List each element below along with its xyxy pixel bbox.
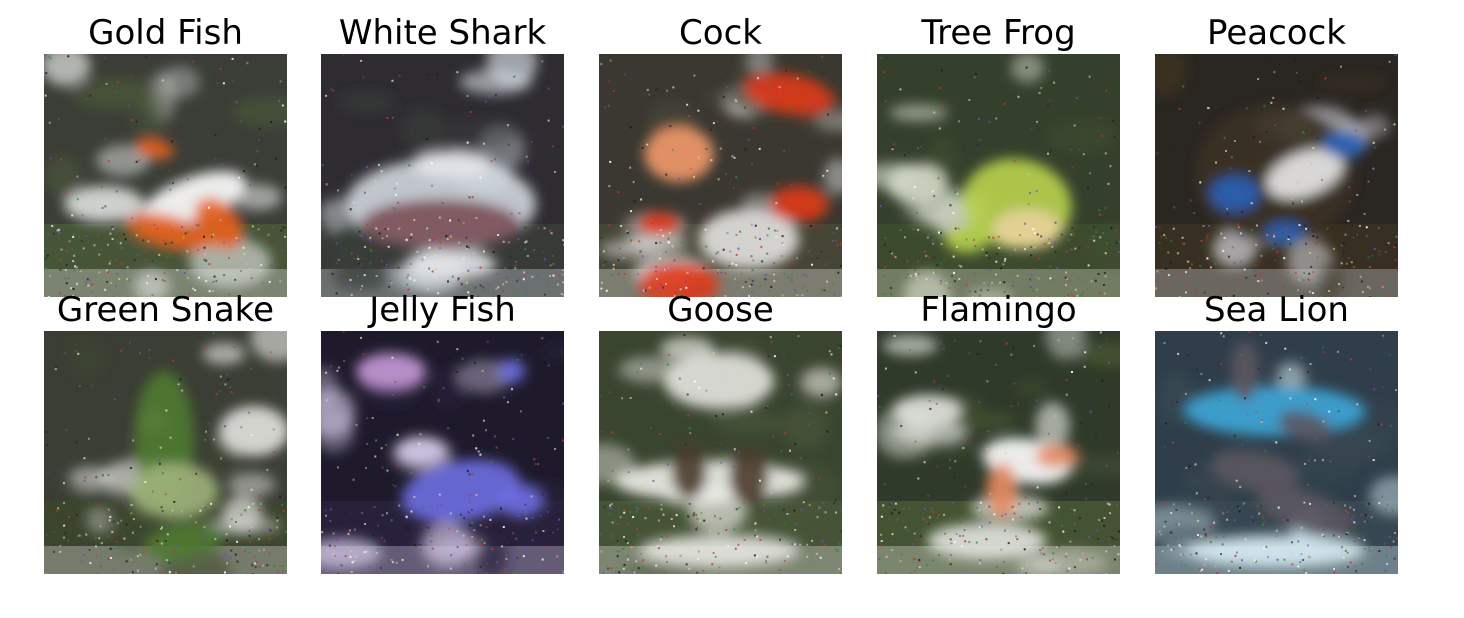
flamingo-image: [877, 331, 1120, 574]
panel-title: Cock: [679, 13, 762, 53]
panel-title: Goose: [667, 290, 774, 330]
panel-title: White Shark: [338, 13, 547, 53]
panel-cock: Cock: [599, 14, 842, 297]
panel-title: Sea Lion: [1204, 290, 1349, 330]
peacock-image: [1155, 54, 1398, 297]
panel-title: Tree Frog: [921, 13, 1076, 53]
panel-title: Flamingo: [920, 290, 1077, 330]
goose-image: [599, 331, 842, 574]
panel-title: Peacock: [1207, 13, 1346, 53]
tree-frog-image: [877, 54, 1120, 297]
panel-flamingo: Flamingo: [877, 291, 1120, 574]
cock-image: [599, 54, 842, 297]
sea-lion-image: [1155, 331, 1398, 574]
panel-peacock: Peacock: [1155, 14, 1398, 297]
jellyfish-image: [321, 331, 564, 574]
green-snake-image: [44, 331, 287, 574]
green-snake-image: [44, 331, 287, 574]
panel-green-snake: Green Snake: [44, 291, 287, 574]
panel-title: Green Snake: [56, 290, 275, 330]
jellyfish-image: [321, 331, 564, 574]
panel-goose: Goose: [599, 291, 842, 574]
white-shark-image: [321, 54, 564, 297]
panel-tree-frog: Tree Frog: [877, 14, 1120, 297]
peacock-image: [1155, 54, 1398, 297]
cock-image: [599, 54, 842, 297]
panel-title: Gold Fish: [88, 13, 243, 53]
goose-image: [599, 331, 842, 574]
panel-sea-lion: Sea Lion: [1155, 291, 1398, 574]
sea-lion-image: [1155, 331, 1398, 574]
panel-white-shark: White Shark: [321, 14, 564, 297]
goldfish-image: [44, 54, 287, 297]
tree-frog-image: [877, 54, 1120, 297]
panel-jelly-fish: Jelly Fish: [321, 291, 564, 574]
panel-gold-fish: Gold Fish: [44, 14, 287, 297]
goldfish-image: [44, 54, 287, 297]
panel-title: Jelly Fish: [369, 290, 516, 330]
white-shark-image: [321, 54, 564, 297]
flamingo-image: [877, 331, 1120, 574]
